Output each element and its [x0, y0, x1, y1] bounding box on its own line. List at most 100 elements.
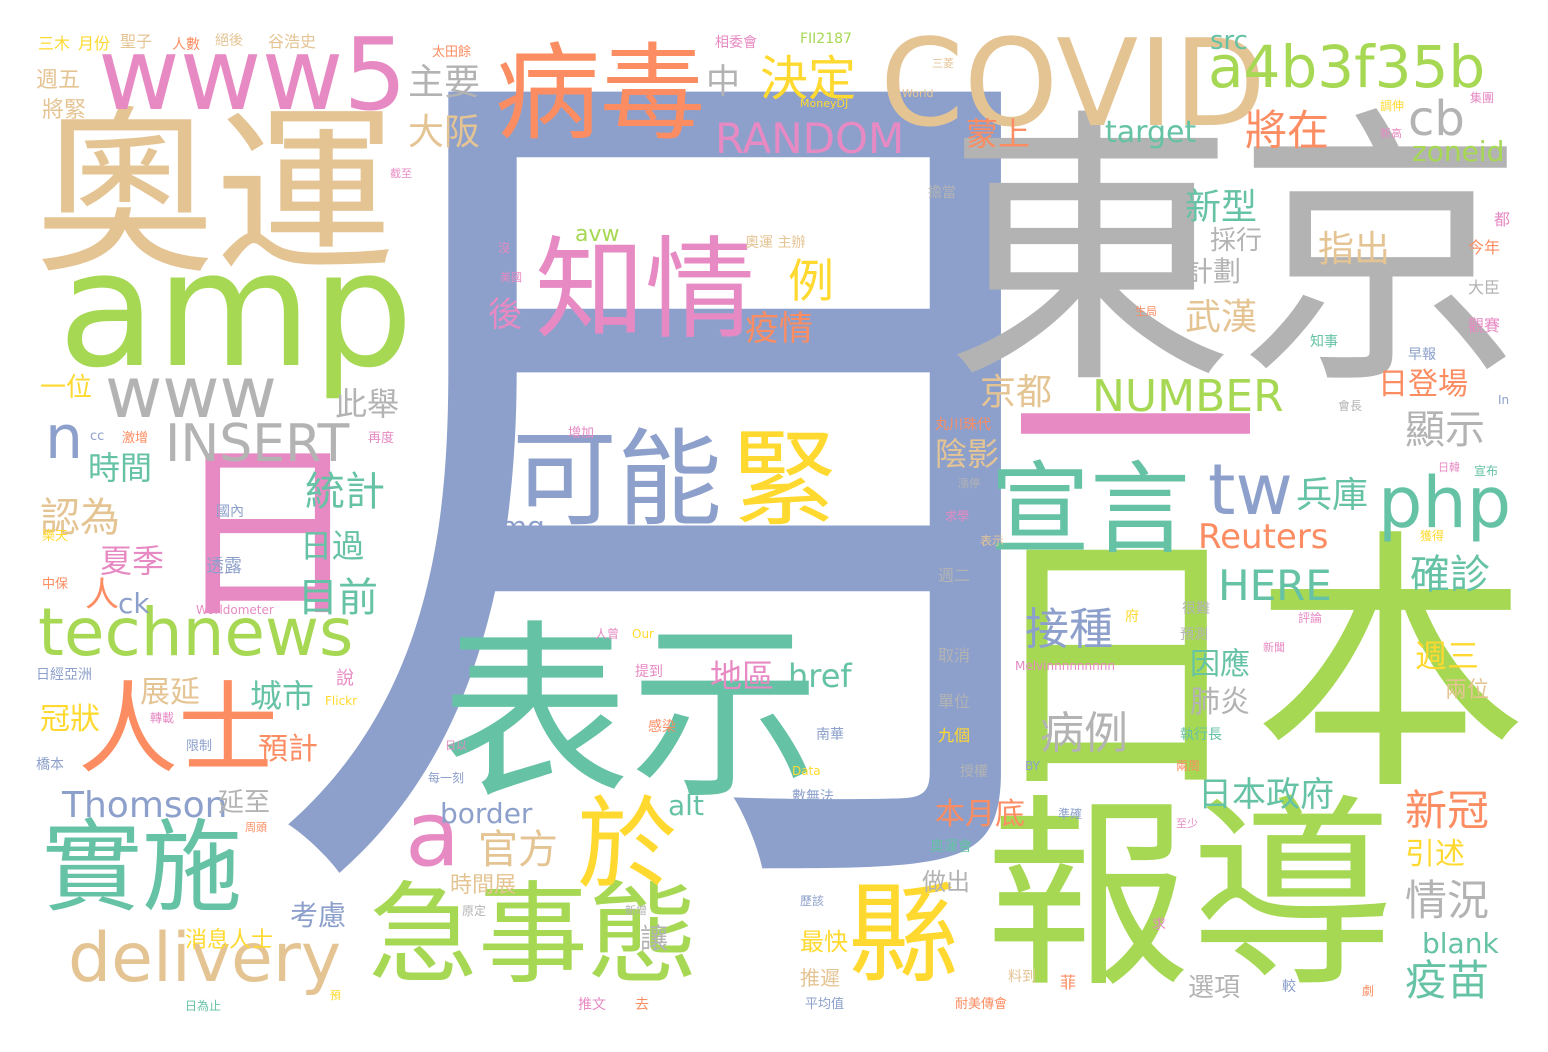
word-14: 知情 — [535, 226, 755, 354]
word-70: 人 — [85, 575, 119, 615]
word-192: 府 — [1125, 609, 1139, 625]
word-191: 很難 — [1182, 601, 1210, 617]
word-12: www5 — [98, 16, 407, 133]
word-161: Data — [792, 764, 821, 778]
word-194: 獲得 — [1420, 529, 1445, 543]
word-196: 哥好 — [938, 591, 963, 605]
word-190: 新聞 — [1263, 641, 1285, 654]
word-148: 日經亞洲 — [36, 667, 92, 683]
word-188: 取消 — [938, 646, 971, 665]
word-27: INSERT — [165, 414, 350, 474]
word-30: n — [45, 403, 84, 473]
word-120: 都 — [1494, 210, 1511, 229]
word-10: COVID — [880, 15, 1267, 154]
word-88: 消息人士 — [185, 928, 274, 953]
word-8: 日 — [172, 424, 363, 645]
word-179: 準確 — [1058, 807, 1083, 821]
word-32: cb — [1408, 91, 1465, 147]
word-61: 蒙上 — [966, 115, 1031, 153]
word-123: 觀賽 — [1468, 316, 1501, 335]
word-160: 每一刻 — [428, 771, 465, 785]
word-137: 截至 — [390, 167, 412, 180]
word-167: 日為止 — [185, 999, 222, 1013]
word-53: 武漢 — [1185, 297, 1258, 338]
word-135: 沒 — [498, 241, 511, 255]
word-99: zoneid — [1412, 135, 1505, 168]
word-24: delivery — [68, 919, 342, 998]
word-121: 今年 — [1468, 238, 1501, 257]
word-82: 兩位 — [1445, 678, 1490, 703]
word-149: 轉載 — [150, 711, 175, 725]
word-127: In — [1498, 393, 1510, 407]
word-57: 日登場 — [1378, 367, 1468, 402]
word-47: Reuters — [1198, 517, 1329, 557]
word-85: alt — [668, 789, 704, 822]
word-143: 國內 — [216, 504, 244, 520]
word-35: NUMBER — [1092, 371, 1284, 422]
word-111: 太田餘 — [432, 45, 472, 60]
word-159: 日以 — [445, 739, 467, 752]
word-169: 推文 — [578, 997, 606, 1013]
word-72: 日過 — [300, 527, 365, 565]
word-172: 料到 — [1008, 969, 1036, 985]
word-23: technews — [38, 594, 354, 671]
word-110: 谷浩史 — [268, 32, 317, 51]
word-145: 樂天 — [42, 529, 69, 544]
word-39: 確診 — [1410, 552, 1490, 598]
word-19: 人士 — [78, 671, 278, 788]
word-67: 時間 — [88, 449, 153, 487]
word-182: BY — [1025, 759, 1040, 773]
word-29: a — [405, 782, 461, 887]
word-22: a4b3f35b — [1208, 33, 1486, 101]
word-125: 知事 — [1310, 334, 1338, 350]
word-130: 擔當 — [928, 185, 956, 201]
word-195: 週二 — [938, 566, 971, 585]
word-126: 會長 — [1338, 399, 1363, 413]
word-156: 提到 — [635, 664, 663, 680]
word-147: Worldometer — [196, 603, 274, 617]
word-129: 日韓 — [1438, 461, 1460, 474]
word-177: 求 — [1152, 917, 1166, 933]
word-92: 最快 — [800, 928, 848, 956]
word-65: 後 — [488, 295, 522, 335]
word-109: 絕後 — [215, 33, 243, 49]
word-89: 讓 — [640, 922, 669, 955]
word-4: 報導 — [985, 778, 1395, 1016]
word-104: 將緊 — [42, 98, 87, 123]
word-134: 美國 — [500, 271, 522, 284]
word-138: 丸川珠代 — [935, 417, 991, 433]
word-90: 本月底 — [935, 797, 1025, 832]
word-43: 統計 — [305, 469, 385, 515]
word-45: Thomson — [62, 785, 228, 826]
word-86: 時間展 — [450, 873, 517, 898]
word-98: target — [1105, 115, 1197, 150]
word-113: FII2187 — [800, 31, 852, 47]
word-63: 例 — [788, 254, 834, 308]
word-71: ck — [118, 587, 150, 620]
word-87: 考慮 — [290, 899, 347, 932]
word-11: 病毒 — [495, 33, 706, 155]
word-50: 指出 — [1318, 229, 1391, 270]
word-144: 透露 — [206, 556, 242, 577]
word-133: 本文 — [820, 324, 847, 339]
word-105: 三木 — [38, 34, 71, 53]
word-132: 生局 — [1135, 305, 1157, 318]
word-150: 限制 — [186, 739, 213, 754]
word-103: 週五 — [36, 68, 81, 93]
word-180: 至少 — [1176, 817, 1198, 830]
word-146: 中保 — [42, 577, 69, 592]
word-20: 縣 — [848, 871, 958, 999]
word-54: 新型 — [1185, 187, 1258, 228]
word-118: 調伸 — [1380, 99, 1405, 113]
word-76: 展延 — [140, 675, 200, 710]
word-51: 顯示 — [1405, 407, 1485, 453]
word-41: 新冠 — [1405, 786, 1490, 835]
word-80: 肺炎 — [1190, 685, 1250, 720]
word-59: 主要 — [408, 62, 481, 103]
word-171: 平均值 — [805, 997, 845, 1012]
word-7: 一 — [1010, 289, 1260, 580]
word-107: 聖子 — [120, 32, 153, 51]
word-97: src — [1210, 26, 1248, 56]
word-187: Melvinnnnnnnnn — [1015, 659, 1115, 673]
word-183: 執行長 — [1180, 727, 1222, 743]
